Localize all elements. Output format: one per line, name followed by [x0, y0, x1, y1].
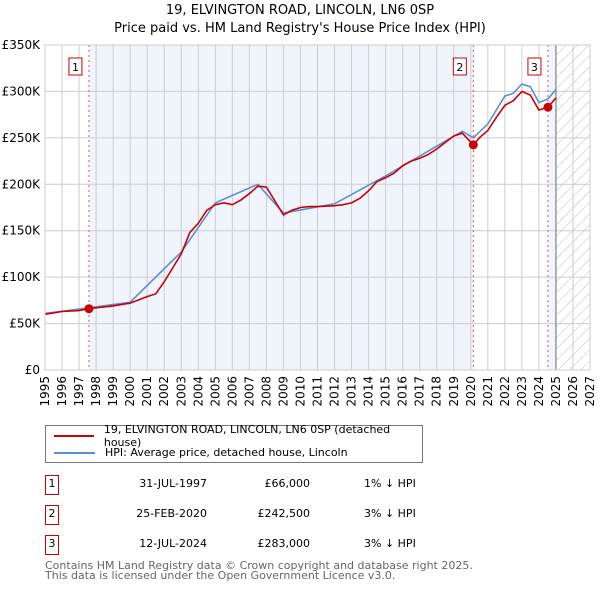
sale-row: 3 12-JUL-2024 £283,000 3% ↓ HPI	[45, 535, 445, 555]
sale-price: £66,000	[264, 477, 311, 490]
y-tick-label: £350K	[2, 38, 42, 52]
x-tick-label: 2009	[276, 376, 290, 407]
sale-marker-label: 2	[456, 61, 463, 74]
x-tick-label: 2004	[191, 376, 205, 407]
footer: Contains HM Land Registry data © Crown c…	[45, 559, 473, 582]
sale-point	[84, 304, 94, 314]
legend-label: HPI: Average price, detached house, Linc…	[105, 446, 348, 459]
x-tick-label: 2008	[259, 376, 273, 407]
x-tick-label: 2014	[362, 376, 376, 407]
hpi-line	[44, 83, 557, 315]
legend-item-property: 19, ELVINGTON ROAD, LINCOLN, LN6 0SP (de…	[54, 423, 422, 449]
x-tick-label: 2022	[498, 376, 512, 407]
legend-swatch	[54, 434, 94, 437]
sale-point	[543, 102, 553, 112]
x-tick-label: 2005	[208, 376, 222, 407]
sale-marker-label: 3	[45, 535, 59, 555]
x-tick-label: 2012	[328, 376, 342, 407]
x-tick-label: 2024	[532, 376, 546, 407]
sale-hpi-diff: 3% ↓ HPI	[364, 537, 416, 550]
y-tick-label: £0	[25, 363, 40, 377]
x-tick-label: 2010	[293, 376, 307, 407]
legend-label: 19, ELVINGTON ROAD, LINCOLN, LN6 0SP (de…	[103, 422, 391, 449]
legend-swatch	[54, 451, 95, 454]
y-tick-label: £50K	[9, 317, 41, 331]
sale-price: £242,500	[257, 507, 311, 520]
sale-date: 31-JUL-1997	[139, 477, 207, 490]
x-tick-label: 2003	[174, 376, 188, 407]
x-tick-label: 2011	[311, 376, 325, 407]
y-tick-label: £300K	[2, 84, 42, 98]
plot-area: 1995 1996 1997 1998 1999 2000 2001 2002 2003 2004…	[2, 38, 597, 407]
x-tick-label: 2013	[345, 376, 359, 407]
x-tick-label: 2007	[242, 376, 256, 407]
sale-marker-label: 2	[45, 505, 59, 525]
x-tick-label: 2000	[123, 376, 137, 407]
x-tick-label: 2019	[447, 376, 461, 407]
x-tick-label: 2015	[379, 376, 393, 407]
y-tick-label: £250K	[2, 131, 42, 145]
y-tick-label: £200K	[2, 177, 42, 191]
sale-row: 1 31-JUL-1997 £66,000 1% ↓ HPI	[45, 475, 445, 495]
footer-line: Contains HM Land Registry data © Crown c…	[45, 559, 473, 572]
sale-hpi-diff: 1% ↓ HPI	[364, 477, 416, 490]
chart-title: 19, ELVINGTON ROAD, LINCOLN, LN6 0SP	[165, 3, 435, 18]
x-tick-label: 2020	[464, 376, 478, 407]
plot-border	[44, 44, 591, 371]
x-tick-label: 2025	[549, 376, 563, 407]
x-tick-label: 2023	[515, 376, 529, 407]
legend-item-hpi: HPI: Average price, detached house, Linc…	[54, 444, 348, 461]
sale-price: £283,000	[257, 537, 311, 550]
x-tick-label: 1996	[55, 376, 69, 407]
y-tick-label: £150K	[2, 224, 42, 238]
x-tick-label: 1997	[72, 376, 86, 407]
x-tick-label: 2027	[583, 376, 597, 407]
sale-marker-label: 1	[45, 475, 59, 495]
x-tick-label: 2016	[396, 376, 410, 407]
x-tick-label: 1999	[106, 376, 120, 407]
sale-marker-label: 1	[72, 61, 79, 74]
legend: 19, ELVINGTON ROAD, LINCOLN, LN6 0SP (de…	[45, 423, 423, 463]
x-tick-label: 2026	[566, 376, 580, 407]
y-tick-label: £100K	[2, 270, 42, 284]
sale-marker-label: 3	[531, 61, 538, 74]
sale-date: 25-FEB-2020	[136, 507, 207, 520]
footer-line: This data is licensed under the Open Gov…	[45, 569, 396, 582]
shaded-period	[547, 45, 556, 370]
sale-marker-box	[452, 57, 467, 76]
sale-date: 12-JUL-2024	[139, 537, 207, 550]
x-tick-label: 2006	[225, 376, 239, 407]
chart-subtitle: Price paid vs. HM Land Registry's House …	[114, 21, 486, 36]
x-tick-label: 2001	[140, 376, 154, 407]
x-tick-label: 2018	[430, 376, 444, 407]
sale-marker-box	[68, 57, 83, 76]
sale-marker-box	[527, 57, 542, 76]
sale-hpi-diff: 3% ↓ HPI	[364, 507, 416, 520]
shaded-period	[88, 45, 474, 370]
x-tick-label: 1998	[89, 376, 103, 407]
property-price-line	[44, 90, 557, 316]
x-tick-label: 2002	[157, 376, 171, 407]
x-tick-label: 2017	[413, 376, 427, 407]
sale-row: 2 25-FEB-2020 £242,500 3% ↓ HPI	[45, 505, 445, 525]
sale-point	[468, 140, 478, 150]
x-tick-label: 2021	[481, 376, 495, 407]
x-tick-label: 1995	[38, 376, 52, 407]
